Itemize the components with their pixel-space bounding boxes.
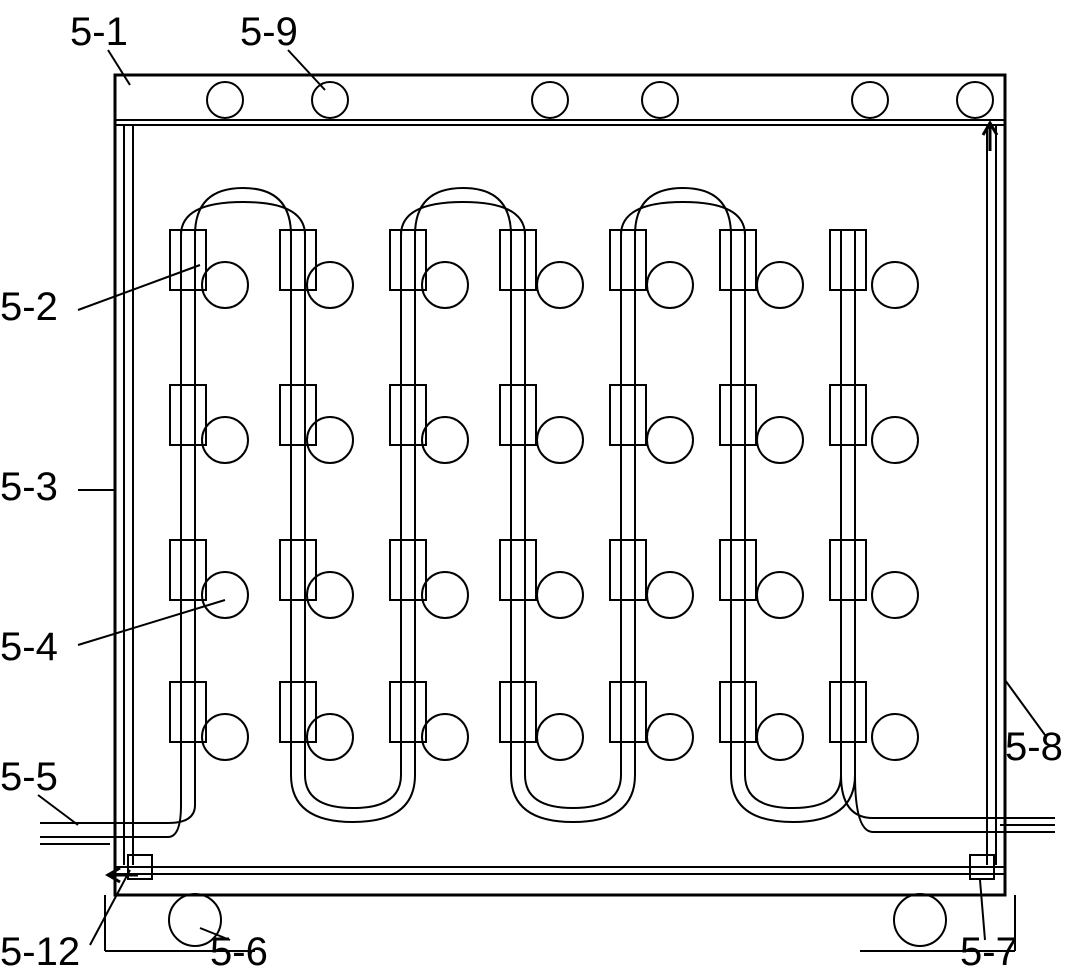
tube-clip [610,682,646,742]
outer-frame [115,75,1005,895]
leader-l55 [38,795,78,825]
label-l54: 5-4 [0,625,58,669]
tube-clip [500,540,536,600]
tube-clip [720,385,756,445]
tube-clip [390,230,426,290]
tube-clip [610,230,646,290]
grid-circle [647,262,693,308]
tube-clip [830,230,866,290]
tube-clip [390,385,426,445]
tube-clip [500,682,536,742]
grid-circle [537,714,583,760]
label-l51: 5-1 [70,10,128,54]
top-tube-circle [312,82,348,118]
grid-circle [757,572,803,618]
tube-clip [500,230,536,290]
grid-circle [202,262,248,308]
tube-clip [610,540,646,600]
grid-circle [647,417,693,463]
tube-clip [280,540,316,600]
tube-clip [280,230,316,290]
label-l512: 5-12 [0,930,80,971]
grid-circle [307,714,353,760]
grid-circle [757,417,803,463]
top-tube-circle [532,82,568,118]
leader-l51 [108,50,130,85]
label-l52: 5-2 [0,285,58,329]
label-l57: 5-7 [960,930,1018,971]
tube-clip [390,682,426,742]
tube-clip [830,682,866,742]
tube-clip [830,540,866,600]
grid-circle [872,572,918,618]
top-tube-circle [957,82,993,118]
leader-l512 [90,870,130,945]
grid-circle [537,262,583,308]
grid-circle [872,417,918,463]
grid-circle [202,417,248,463]
label-l59: 5-9 [240,10,298,54]
tube-clip [720,540,756,600]
grid-circle [537,572,583,618]
top-tube-circle [642,82,678,118]
grid-circle [422,714,468,760]
grid-circle [422,262,468,308]
grid-circle [757,262,803,308]
tube-clip [390,540,426,600]
grid-circle [422,572,468,618]
flow-arrow-up [983,123,997,151]
leader-l54 [78,600,225,645]
leader-l59 [288,50,325,90]
grid-circle [757,714,803,760]
tube-clip [500,385,536,445]
foot-circle [894,894,946,946]
tube-clip [720,230,756,290]
top-tube-circle [207,82,243,118]
tube-clip [170,540,206,600]
label-l53: 5-3 [0,465,58,509]
grid-circle [537,417,583,463]
grid-circle [202,714,248,760]
label-l58: 5-8 [1005,725,1063,769]
grid-circle [872,262,918,308]
tube-clip [280,682,316,742]
tube-clip [830,385,866,445]
grid-circle [872,714,918,760]
grid-circle [202,572,248,618]
tube-clip [170,230,206,290]
label-l55: 5-5 [0,755,58,799]
grid-circle [647,572,693,618]
tube-clip [610,385,646,445]
grid-circle [307,572,353,618]
top-tube-circle [852,82,888,118]
tube-clip [170,682,206,742]
tube-clip [720,682,756,742]
grid-circle [422,417,468,463]
grid-circle [307,417,353,463]
serpentine-tube-inner [40,188,1055,832]
tube-clip [280,385,316,445]
tube-clip [170,385,206,445]
grid-circle [647,714,693,760]
grid-circle [307,262,353,308]
